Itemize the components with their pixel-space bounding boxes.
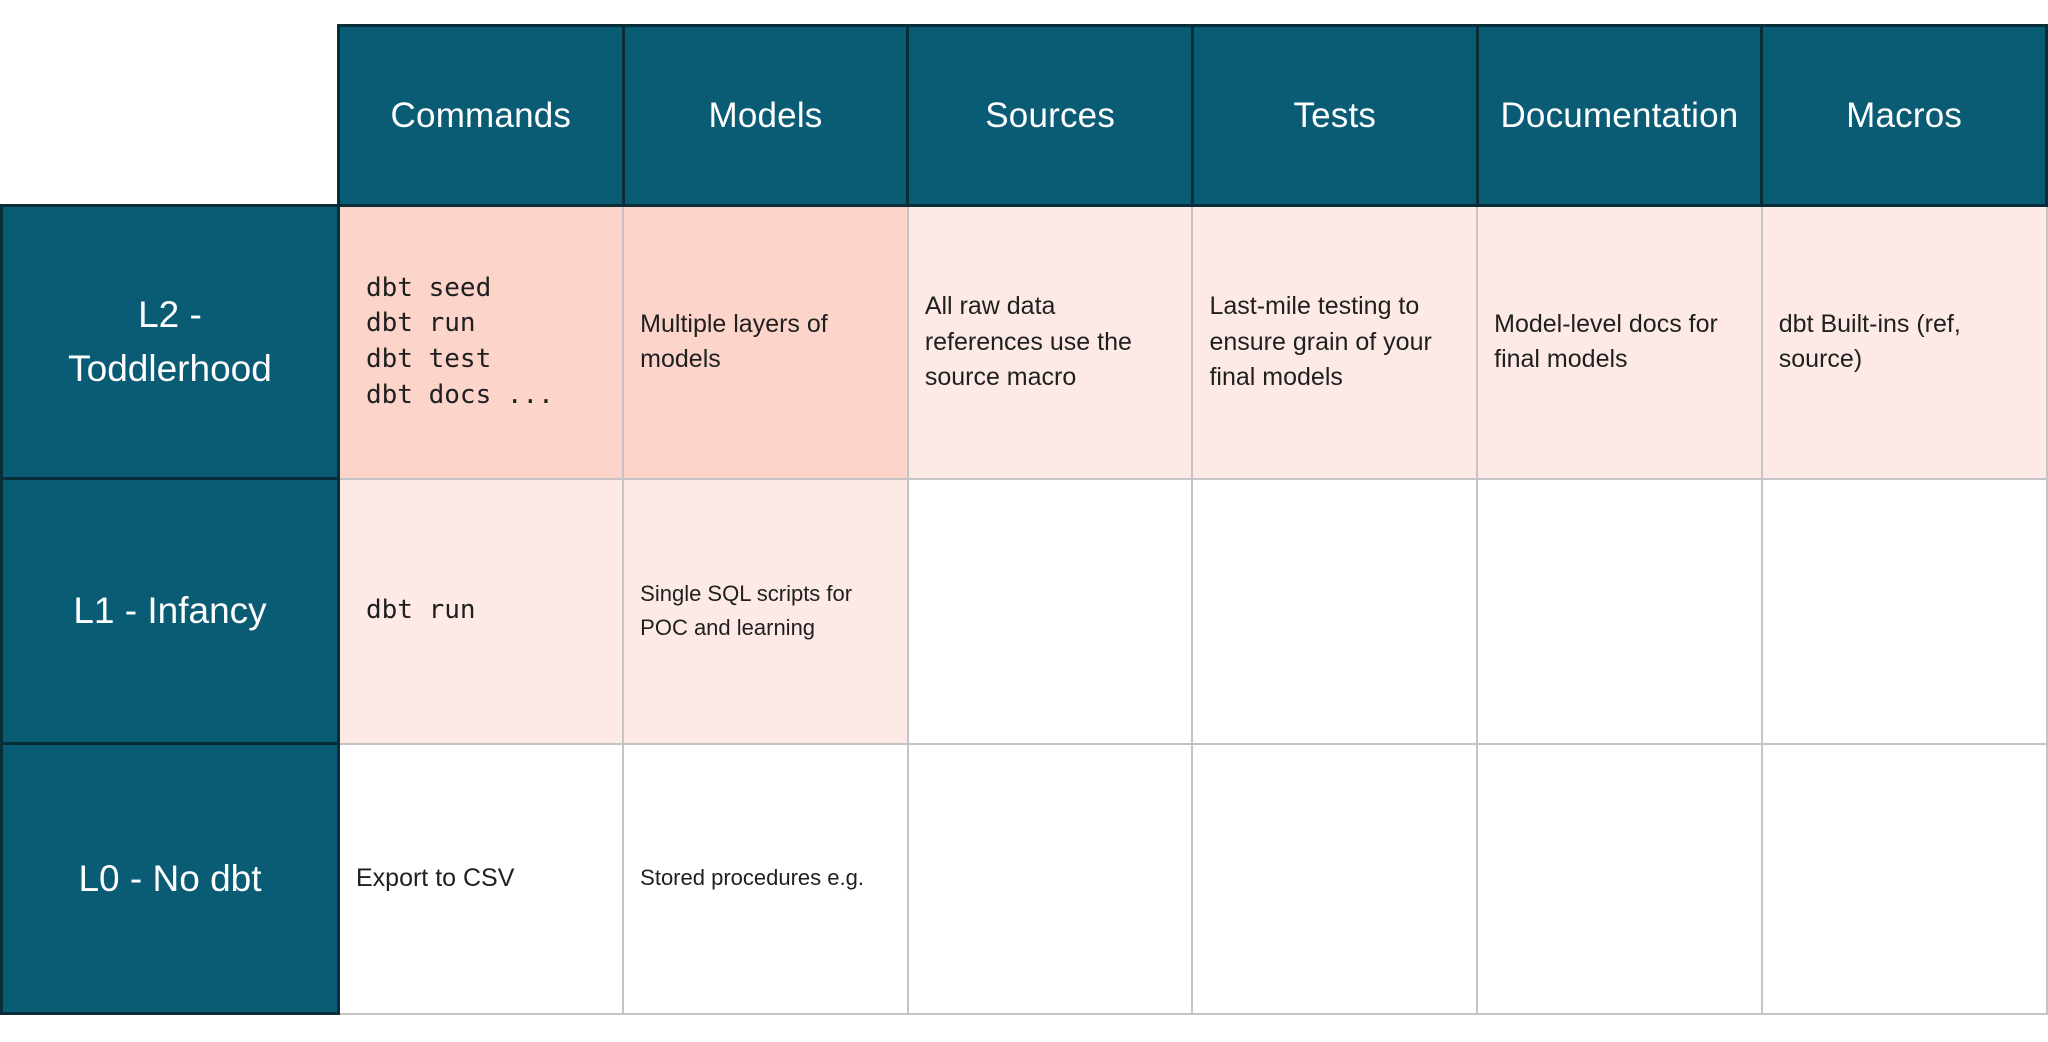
cell-l0-documentation (1476, 742, 1763, 1015)
cell-l1-documentation (1476, 477, 1763, 745)
cell-l1-macros (1760, 477, 2048, 745)
cell-l1-commands: dbt run (337, 477, 625, 745)
cell-l1-models: Single SQL scripts for POC and learning (622, 477, 909, 745)
cell-l1-sources (906, 477, 1194, 745)
cell-l0-tests (1191, 742, 1479, 1015)
cell-l2-sources: All raw data references use the source m… (906, 204, 1194, 480)
table-row-l0-no-dbt: L0 - No dbt Export to CSV Stored procedu… (0, 742, 2048, 1015)
column-header-commands: Commands (337, 24, 625, 207)
cell-l2-documentation: Model-level docs for final models (1476, 204, 1763, 480)
dbt-maturity-matrix-table: Commands Models Sources Tests Documentat… (0, 24, 2048, 1015)
column-header-macros: Macros (1760, 24, 2048, 207)
row-header-l2-toddlerhood: L2 - Toddlerhood (0, 204, 340, 480)
table-row-l2-toddlerhood: L2 - Toddlerhood dbt seed dbt run dbt te… (0, 204, 2048, 480)
table-row-l1-infancy: L1 - Infancy dbt run Single SQL scripts … (0, 477, 2048, 745)
row-header-l0-no-dbt: L0 - No dbt (0, 742, 340, 1015)
cell-l0-macros (1760, 742, 2048, 1015)
cell-l2-commands: dbt seed dbt run dbt test dbt docs ... (337, 204, 625, 480)
column-header-sources: Sources (906, 24, 1194, 207)
cell-l1-tests (1191, 477, 1479, 745)
row-header-l1-infancy: L1 - Infancy (0, 477, 340, 745)
column-header-models: Models (621, 24, 910, 207)
column-header-tests: Tests (1190, 24, 1479, 207)
cell-l0-commands: Export to CSV (337, 742, 625, 1015)
column-header-documentation: Documentation (1475, 24, 1764, 207)
cell-l2-macros: dbt Built-ins (ref, source) (1760, 204, 2048, 480)
cell-l2-models: Multiple layers of models (622, 204, 909, 480)
column-header-row: Commands Models Sources Tests Documentat… (1, 24, 2048, 207)
cell-l2-tests: Last-mile testing to ensure grain of you… (1191, 204, 1479, 480)
cell-l0-models: Stored procedures e.g. (622, 742, 909, 1015)
corner-spacer (1, 25, 339, 206)
cell-l0-sources (906, 742, 1194, 1015)
